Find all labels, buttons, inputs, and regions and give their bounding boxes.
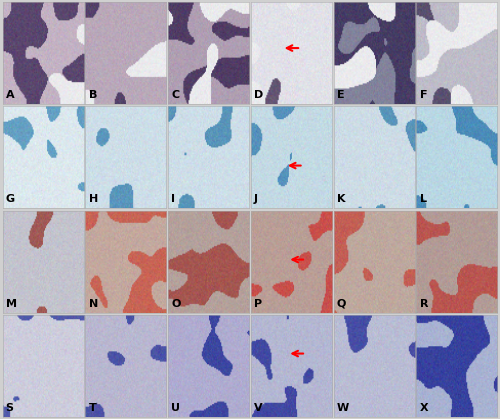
Text: G: G — [6, 194, 15, 204]
Text: A: A — [6, 90, 15, 100]
Text: E: E — [337, 90, 344, 100]
Text: T: T — [88, 403, 96, 413]
Text: R: R — [420, 299, 428, 309]
Text: N: N — [88, 299, 98, 309]
Text: V: V — [254, 403, 262, 413]
Text: S: S — [6, 403, 14, 413]
Text: F: F — [420, 90, 427, 100]
Text: L: L — [420, 194, 426, 204]
Text: M: M — [6, 299, 16, 309]
Text: Q: Q — [337, 299, 346, 309]
Text: K: K — [337, 194, 345, 204]
Text: U: U — [172, 403, 180, 413]
Text: D: D — [254, 90, 264, 100]
Text: X: X — [420, 403, 428, 413]
Text: O: O — [172, 299, 180, 309]
Text: P: P — [254, 299, 262, 309]
Text: I: I — [172, 194, 175, 204]
Text: W: W — [337, 403, 349, 413]
Text: H: H — [88, 194, 98, 204]
Text: J: J — [254, 194, 258, 204]
Text: B: B — [88, 90, 97, 100]
Text: C: C — [172, 90, 179, 100]
